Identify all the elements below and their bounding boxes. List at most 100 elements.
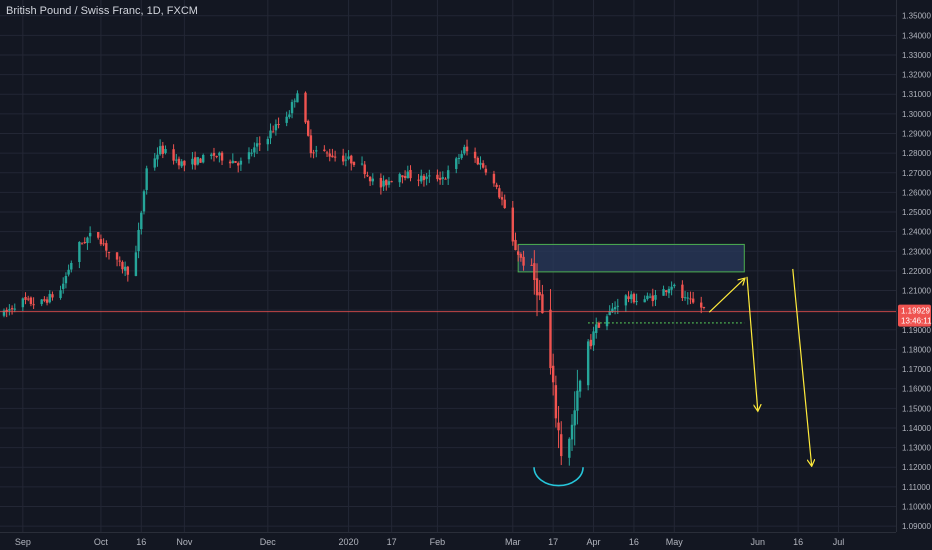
candle-body	[325, 152, 329, 154]
grid-layer	[0, 0, 896, 532]
y-tick-label: 1.17000	[902, 365, 931, 374]
candle-body	[586, 341, 590, 386]
candle-body	[266, 138, 270, 145]
candle-body	[86, 237, 89, 244]
trend-arrow[interactable]	[746, 276, 758, 410]
y-tick-label: 1.11000	[902, 483, 931, 492]
candle-body	[269, 130, 272, 139]
candle-body	[107, 251, 111, 253]
candle-body	[105, 243, 108, 251]
y-tick-label: 1.34000	[902, 31, 931, 40]
candle-body	[428, 175, 431, 177]
candle-body	[643, 299, 646, 303]
candle-body	[360, 163, 364, 165]
candle-body	[444, 178, 447, 180]
candle-body	[344, 159, 348, 161]
candle-body	[465, 146, 469, 152]
candle-body	[597, 322, 601, 328]
candle-body	[662, 289, 665, 296]
candle-body	[234, 161, 237, 163]
candle-body	[239, 160, 243, 165]
candle-body	[646, 295, 649, 300]
candle-body	[670, 286, 673, 290]
candle-body	[333, 156, 337, 158]
candle-body	[530, 264, 533, 266]
candle-body	[99, 239, 103, 245]
y-tick-label: 1.23000	[902, 247, 931, 256]
trend-arrow[interactable]	[792, 268, 812, 465]
y-tick-label: 1.21000	[902, 287, 931, 296]
candle-body	[253, 147, 256, 153]
candle-body	[492, 173, 496, 184]
y-tick-label: 1.18000	[902, 345, 931, 354]
candle-body	[481, 163, 485, 168]
candle-body	[681, 284, 684, 299]
y-tick-label: 1.19000	[902, 326, 931, 335]
candle-body	[651, 295, 654, 302]
candle-body	[140, 212, 143, 230]
candle-body	[255, 143, 259, 147]
candle-layer	[2, 90, 706, 466]
candle-body	[611, 308, 614, 313]
candle-body	[398, 174, 401, 183]
candle-body	[70, 262, 73, 270]
candle-body	[193, 157, 197, 166]
y-tick-label: 1.29000	[902, 129, 931, 138]
candle-body	[2, 310, 6, 316]
candle-body	[382, 180, 385, 187]
candle-body	[700, 302, 703, 308]
chart-title: British Pound / Swiss Franc, 1D, FXCM	[6, 5, 198, 17]
candle-body	[570, 424, 574, 440]
candle-body	[366, 175, 369, 177]
candle-body	[272, 131, 275, 133]
y-tick-label: 1.31000	[902, 90, 931, 99]
x-tick-label: Apr	[587, 537, 601, 547]
candle-body	[290, 102, 294, 114]
candle-body	[347, 156, 350, 159]
candle-body	[285, 116, 288, 123]
candle-body	[406, 171, 409, 179]
candle-body	[632, 293, 636, 303]
candle-body	[516, 251, 520, 255]
candle-body	[627, 296, 630, 300]
x-tick-label: Jul	[833, 537, 845, 547]
candle-body	[13, 308, 16, 310]
candle-body	[172, 149, 175, 161]
candle-body	[476, 157, 479, 165]
candle-body	[48, 293, 51, 303]
candle-body	[341, 155, 345, 162]
candle-body	[153, 158, 156, 168]
trend-arrow[interactable]	[708, 279, 744, 313]
candle-body	[180, 161, 183, 167]
current-price-tag	[898, 304, 931, 327]
candle-body	[535, 278, 539, 296]
candle-body	[387, 181, 391, 185]
candle-body	[118, 260, 121, 262]
candle-body	[202, 154, 205, 163]
candle-body	[635, 301, 638, 303]
rounding-bottom-arc[interactable]	[533, 467, 584, 487]
price-axis-bg	[896, 0, 932, 550]
candle-body	[557, 422, 560, 431]
x-tick-label: Sep	[15, 537, 31, 547]
y-tick-label: 1.16000	[902, 385, 931, 394]
x-tick-label: 16	[136, 537, 146, 547]
candle-body	[541, 294, 544, 314]
candle-body	[592, 331, 595, 346]
resistance-zone[interactable]	[517, 243, 745, 273]
candle-body	[137, 229, 140, 252]
candle-body	[500, 197, 504, 200]
candle-body	[277, 124, 280, 126]
candle-body	[673, 284, 676, 287]
candle-body	[309, 135, 313, 154]
candle-body	[247, 152, 251, 160]
candle-body	[10, 308, 14, 310]
candle-body	[616, 305, 619, 307]
candle-body	[352, 161, 356, 166]
candle-body	[368, 176, 372, 182]
candle-body	[83, 241, 86, 243]
y-tick-label: 1.30000	[902, 110, 931, 119]
candle-body	[498, 188, 501, 198]
candle-body	[296, 93, 299, 103]
